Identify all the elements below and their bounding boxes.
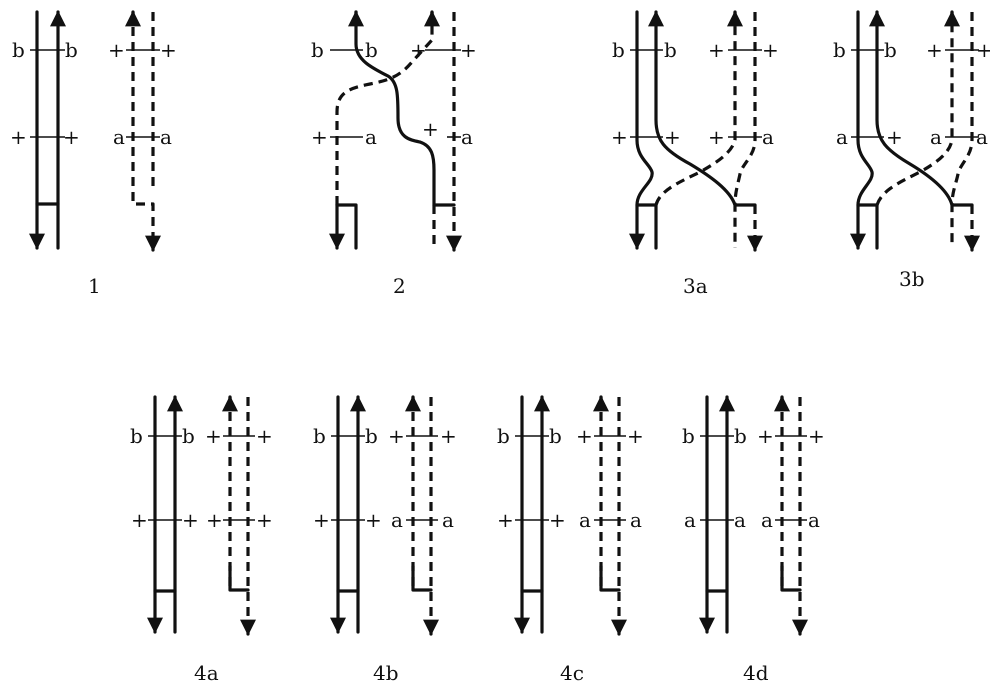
label-top-left-1: b [313, 424, 326, 448]
hairpin-left [635, 203, 658, 250]
label-top-right-1: + [708, 38, 725, 62]
label-mid-left-1: a [684, 508, 696, 532]
label-top-left-2: b [884, 38, 897, 62]
hairpin-right [780, 564, 802, 592]
label-top-left-1: b [497, 424, 510, 448]
label-top-right-1: + [108, 38, 125, 62]
label-top-left-1: b [12, 38, 25, 62]
caption-4a: 4a [194, 661, 219, 685]
panel-3b: b b + + a + a a 3b [833, 10, 990, 291]
label-mid-left-1: a [836, 125, 848, 149]
label-top-left-2: b [365, 38, 378, 62]
label-top-right-2: + [976, 38, 990, 62]
label-mid-right-2: a [630, 508, 642, 532]
label-mid-right-2: a [461, 125, 473, 149]
label-mid-right-1: + [422, 117, 439, 141]
label-top-right-2: + [762, 38, 779, 62]
label-top-right-1: + [926, 38, 943, 62]
label-mid-right-1: a [761, 508, 773, 532]
label-mid-right-1: + [206, 508, 223, 532]
label-top-right-1: + [576, 424, 593, 448]
label-top-right-2: + [256, 424, 273, 448]
strand-left-outer [629, 10, 654, 250]
caption-1: 1 [88, 274, 101, 298]
label-top-right-2: + [627, 424, 644, 448]
caption-4b: 4b [373, 661, 399, 685]
caption-4d: 4d [743, 661, 769, 685]
label-top-left-2: b [182, 424, 195, 448]
hairpin-left [856, 203, 879, 250]
label-mid-left-2: + [365, 508, 382, 532]
strand-left-inner-crossover [654, 12, 757, 207]
panel-2: b b + + + a + a 2 [311, 10, 477, 298]
label-top-right-1: + [757, 424, 774, 448]
strand-right-inner [950, 12, 974, 248]
label-top-left-2: b [549, 424, 562, 448]
label-mid-left-2: + [886, 125, 903, 149]
caption-4c: 4c [560, 661, 584, 685]
hairpin-right [599, 564, 621, 592]
label-top-left-1: b [682, 424, 695, 448]
label-mid-left-2: a [365, 125, 377, 149]
label-mid-right-1: a [113, 125, 125, 149]
label-top-left-1: b [612, 38, 625, 62]
label-top-right-1: + [388, 424, 405, 448]
label-mid-left-2: + [549, 508, 566, 532]
label-mid-right-1: a [391, 508, 403, 532]
label-top-left-2: b [65, 38, 78, 62]
panel-4b: b b + + + + a a 4b [313, 395, 457, 685]
label-top-left-1: b [833, 38, 846, 62]
strand-right-outer-crossover [654, 12, 737, 206]
strand-left-outer [850, 10, 874, 250]
label-mid-right-2: a [808, 508, 820, 532]
panel-4c: b b + + + + a a 4c [497, 395, 644, 685]
label-mid-left-2: + [182, 508, 199, 532]
strand-left-inner-crossover [875, 12, 974, 207]
strand-right-inner [733, 12, 757, 248]
label-mid-right-1: + [708, 125, 725, 149]
hairpin-right [228, 564, 250, 592]
label-mid-left-2: + [63, 125, 80, 149]
label-top-right-1: + [410, 38, 427, 62]
label-mid-left-1: + [311, 125, 328, 149]
hairpin-right [411, 564, 433, 592]
panel-3a: b b + + + + + a 3a [611, 10, 779, 298]
hairpin-left [335, 203, 358, 250]
caption-3b: 3b [899, 267, 925, 291]
label-top-left-1: b [130, 424, 143, 448]
label-mid-right-2: a [976, 125, 988, 149]
label-mid-right-2: a [160, 125, 172, 149]
label-top-right-2: + [808, 424, 825, 448]
caption-3a: 3a [683, 274, 708, 298]
panel-1: b b + + + + a a 1 [10, 10, 177, 298]
label-mid-right-2: a [762, 125, 774, 149]
label-mid-right-1: a [579, 508, 591, 532]
label-top-left-1: b [311, 38, 324, 62]
label-top-right-2: + [440, 424, 457, 448]
label-mid-right-2: a [442, 508, 454, 532]
label-top-right-2: + [160, 38, 177, 62]
label-mid-left-1: + [10, 125, 27, 149]
panel-4a: b b + + + + + + 4a [130, 395, 273, 685]
label-top-left-2: b [734, 424, 747, 448]
label-mid-right-1: a [930, 125, 942, 149]
label-top-right-1: + [205, 424, 222, 448]
label-mid-left-2: a [734, 508, 746, 532]
label-mid-left-1: + [611, 125, 628, 149]
label-top-right-2: + [460, 38, 477, 62]
label-mid-left-1: + [313, 508, 330, 532]
label-mid-left-1: + [497, 508, 514, 532]
label-mid-left-1: + [131, 508, 148, 532]
strand-right-outer [131, 12, 155, 248]
label-top-left-2: b [365, 424, 378, 448]
strand-right-outer-crossover [875, 12, 954, 206]
label-top-left-2: b [664, 38, 677, 62]
strand-left-outer-crossover [335, 12, 434, 205]
caption-2: 2 [393, 274, 406, 298]
label-mid-right-2: + [256, 508, 273, 532]
strand-left-inner-crossover [354, 10, 456, 207]
label-mid-left-2: + [664, 125, 681, 149]
panel-4d: b b + + a a a a 4d [682, 395, 825, 685]
